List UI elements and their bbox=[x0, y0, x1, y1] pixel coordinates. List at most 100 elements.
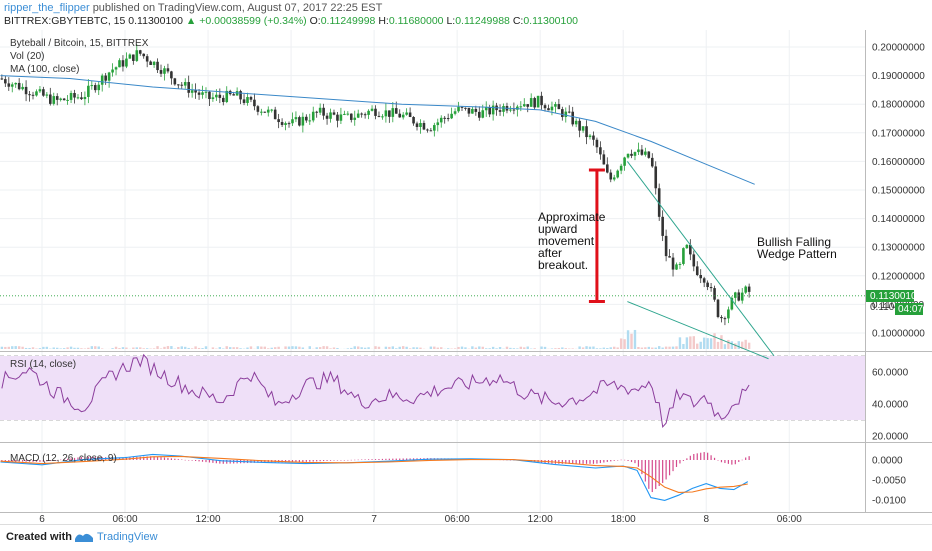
volume-bar bbox=[288, 347, 290, 349]
volume-bar bbox=[717, 342, 719, 349]
close-value: 0.11300100 bbox=[523, 15, 578, 27]
candle-body bbox=[461, 107, 464, 108]
candle-body bbox=[343, 114, 346, 115]
macd-histogram-bar bbox=[621, 460, 622, 461]
macd-histogram-bar bbox=[309, 460, 310, 462]
macd-histogram-bar bbox=[347, 460, 348, 461]
candle-body bbox=[513, 110, 516, 111]
macd-histogram-bar bbox=[302, 460, 303, 462]
price-tick-label: 0.12000000 bbox=[872, 271, 925, 282]
candle-body bbox=[419, 123, 422, 127]
macd-histogram-bar bbox=[749, 456, 750, 460]
macd-histogram-bar bbox=[704, 452, 705, 460]
candle-body bbox=[502, 106, 505, 112]
candle-body bbox=[270, 110, 273, 111]
volume-bar bbox=[713, 333, 715, 349]
macd-histogram-bar bbox=[697, 453, 698, 460]
macd-histogram-bar bbox=[707, 453, 708, 460]
volume-bar bbox=[523, 347, 525, 349]
volume-bar bbox=[132, 348, 134, 349]
macd-histogram-bar bbox=[576, 460, 577, 464]
price-tick-label: 0.16000000 bbox=[872, 157, 925, 168]
volume-bar bbox=[464, 347, 466, 349]
volume-bar bbox=[347, 348, 349, 349]
price-tick-label: 0.19000000 bbox=[872, 71, 925, 82]
candle-body bbox=[717, 300, 720, 317]
volume-bar bbox=[284, 346, 286, 349]
volume-bar bbox=[94, 346, 96, 349]
macd-histogram-bar bbox=[198, 460, 199, 461]
volume-bar bbox=[689, 336, 691, 349]
macd-histogram-bar bbox=[731, 460, 732, 465]
candle-body bbox=[170, 71, 173, 78]
tradingview-logo-icon[interactable] bbox=[74, 530, 94, 544]
author-link[interactable]: ripper_the_flipper bbox=[4, 2, 90, 14]
volume-bar bbox=[478, 346, 480, 349]
candle-body bbox=[353, 118, 356, 120]
open-value: 0.11249998 bbox=[321, 15, 376, 27]
macd-histogram-bar bbox=[365, 459, 366, 460]
macd-pane[interactable] bbox=[0, 444, 865, 512]
candle-body bbox=[554, 104, 557, 107]
volume-bar bbox=[637, 347, 639, 349]
macd-histogram-bar bbox=[202, 460, 203, 462]
candle-body bbox=[596, 140, 599, 147]
candle-body bbox=[135, 50, 138, 61]
volume-bar bbox=[357, 346, 359, 349]
macd-histogram-bar bbox=[378, 459, 379, 460]
volume-bar bbox=[727, 340, 729, 349]
volume-bar bbox=[374, 346, 376, 349]
macd-histogram-bar bbox=[209, 460, 210, 462]
candle-body bbox=[423, 123, 426, 130]
candle-body bbox=[180, 85, 183, 86]
candle-body bbox=[333, 112, 336, 114]
candle-body bbox=[609, 173, 612, 180]
volume-bar bbox=[226, 346, 228, 349]
candle-body bbox=[668, 256, 671, 257]
volume-bar bbox=[4, 347, 6, 349]
volume-bar bbox=[167, 346, 169, 349]
volume-bar bbox=[80, 348, 82, 349]
candle-body bbox=[405, 113, 408, 115]
volume-bar bbox=[527, 347, 529, 349]
macd-histogram-bar bbox=[586, 460, 587, 464]
volume-bar bbox=[596, 348, 598, 349]
volume-bar bbox=[21, 347, 23, 349]
volume-bar bbox=[250, 346, 252, 349]
tradingview-brand-link[interactable]: TradingView bbox=[97, 531, 158, 543]
volume-bar bbox=[409, 348, 411, 349]
volume-bar bbox=[516, 348, 518, 349]
candle-body bbox=[360, 114, 363, 115]
macd-histogram-bar bbox=[167, 458, 168, 460]
macd-histogram-bar bbox=[738, 460, 739, 462]
candle-body bbox=[281, 122, 284, 125]
candle-body bbox=[146, 56, 149, 61]
macd-histogram-bar bbox=[662, 460, 663, 483]
volume-bar bbox=[28, 348, 30, 349]
candle-body bbox=[94, 85, 97, 90]
overlap-price-label: 0.110 bbox=[870, 302, 895, 313]
candle-body bbox=[46, 95, 49, 96]
volume-bar bbox=[616, 347, 618, 349]
candle-body bbox=[724, 318, 727, 319]
volume-bar bbox=[354, 346, 356, 349]
volume-bar bbox=[461, 347, 463, 349]
volume-bar bbox=[205, 346, 207, 349]
candle-body bbox=[77, 97, 80, 98]
volume-bar bbox=[239, 348, 241, 349]
volume-bar bbox=[25, 348, 27, 349]
candle-body bbox=[606, 164, 609, 172]
up-arrow-icon: ▲ bbox=[186, 15, 196, 27]
macd-histogram-bar bbox=[396, 459, 397, 460]
volume-bar bbox=[675, 346, 677, 349]
candle-body bbox=[291, 119, 294, 123]
candle-body bbox=[39, 89, 42, 91]
candle-body bbox=[174, 78, 177, 84]
candle-body bbox=[440, 118, 443, 123]
rsi-legend: RSI (14, close) bbox=[10, 359, 76, 370]
volume-bar bbox=[613, 347, 615, 349]
candle-body bbox=[488, 107, 491, 114]
candle-body bbox=[696, 266, 699, 275]
volume-bar bbox=[544, 347, 546, 349]
